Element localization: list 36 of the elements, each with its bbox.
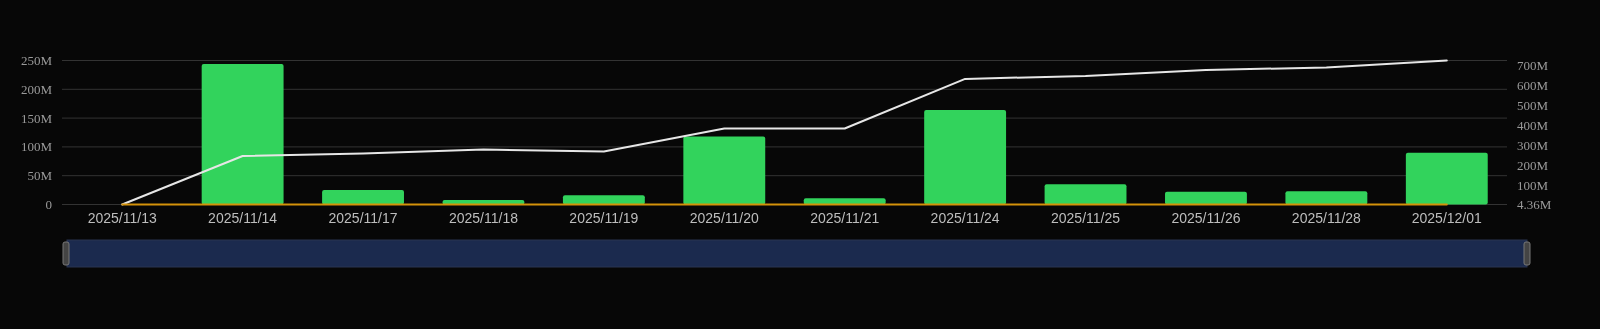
x-tick-label: 2025/11/19: [569, 209, 639, 226]
y2-tick-label: 400M: [1517, 117, 1549, 133]
x-tick-label: 2025/11/21: [810, 209, 880, 226]
x-tick-label: 2025/11/25: [1051, 209, 1121, 226]
y2-tick-label: 600M: [1517, 77, 1549, 93]
x-tick-label: 2025/11/18: [448, 209, 519, 226]
bar: [924, 110, 1007, 205]
y-tick-label: 100M: [20, 139, 53, 155]
x-tick-label: 2025/11/26: [1171, 209, 1241, 226]
bar: [562, 195, 645, 205]
x-tick-label: 2025/11/14: [208, 209, 278, 226]
y2-tick-label: 100M: [1517, 177, 1549, 193]
x-tick-label: 2025/11/28: [1291, 209, 1362, 226]
bar: [1405, 152, 1488, 205]
x-tick-label: 2025/11/24: [930, 209, 1000, 226]
y2-tick-label: 200M: [1517, 157, 1549, 173]
y-tick-label: 150M: [20, 110, 53, 126]
y-tick-label: 50M: [27, 168, 53, 184]
bar: [683, 136, 766, 205]
y2-tick-label: 300M: [1517, 137, 1549, 153]
bar: [1285, 191, 1368, 205]
bar: [1044, 184, 1127, 205]
x-tick-label: 2025/11/17: [328, 209, 398, 226]
y2-tick-label: 4.36M: [1517, 197, 1552, 213]
bar: [201, 63, 284, 205]
x-tick-label: 2025/11/20: [689, 209, 760, 226]
x-tick-label: 2025/12/01: [1411, 209, 1483, 226]
y2-tick-label: 700M: [1517, 57, 1549, 73]
bar: [1165, 191, 1247, 205]
y-tick-label: 200M: [20, 81, 53, 97]
y-tick-label: 0: [45, 197, 52, 213]
bar: [322, 190, 404, 205]
y2-tick-label: 500M: [1517, 97, 1549, 113]
y-tick-label: 250M: [20, 53, 53, 69]
line-series: [121, 59, 1448, 206]
x-tick-label: 2025/11/13: [87, 209, 157, 226]
